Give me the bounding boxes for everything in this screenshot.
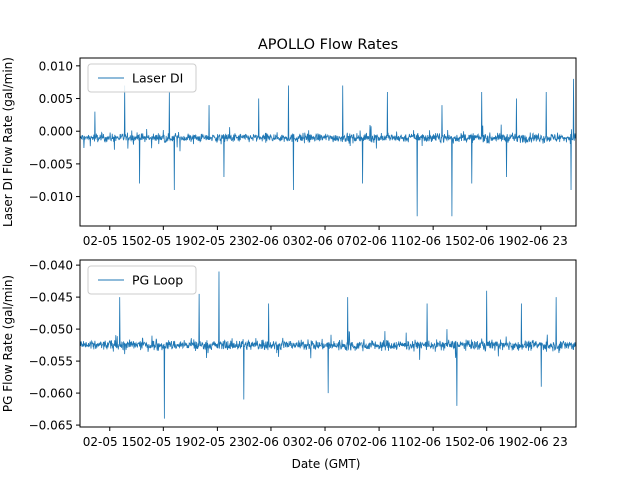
y-axis-label: Laser DI Flow Rate (gal/min) xyxy=(1,57,15,227)
y-tick-label: −0.055 xyxy=(29,355,73,369)
y-tick-label: 0.000 xyxy=(39,125,73,139)
x-tick-label: 02-05 19 xyxy=(136,435,190,449)
y-tick-label: −0.040 xyxy=(29,259,73,273)
x-tick-label: 02-06 07 xyxy=(298,435,352,449)
legend-label: PG Loop xyxy=(132,273,183,288)
x-tick-label: 02-06 11 xyxy=(352,234,406,248)
chart-title: APOLLO Flow Rates xyxy=(258,37,398,53)
y-tick-label: −0.060 xyxy=(29,387,73,401)
x-tick-label: 02-05 19 xyxy=(136,234,190,248)
y-tick-label: −0.065 xyxy=(29,419,73,433)
y-tick-label: −0.045 xyxy=(29,291,73,305)
x-tick-label: 02-06 03 xyxy=(244,435,298,449)
x-tick-label: 02-06 15 xyxy=(406,435,460,449)
x-tick-label: 02-06 11 xyxy=(352,435,406,449)
y-tick-label: −0.005 xyxy=(29,157,73,171)
x-tick-label: 02-05 15 xyxy=(83,435,137,449)
x-tick-label: 02-06 07 xyxy=(298,234,352,248)
y-tick-label: −0.010 xyxy=(29,190,73,204)
x-tick-label: 02-06 15 xyxy=(406,234,460,248)
legend-label: Laser DI xyxy=(132,71,183,86)
axes-frame xyxy=(79,57,577,227)
x-tick-label: 02-06 03 xyxy=(244,234,298,248)
legend-box xyxy=(87,265,197,295)
y-tick-label: −0.050 xyxy=(29,323,73,337)
x-tick-label: 02-06 19 xyxy=(460,435,514,449)
y-axis-label: PG Flow Rate (gal/min) xyxy=(1,275,15,412)
series-line-pg-loop xyxy=(80,271,576,419)
series-line-laser-di xyxy=(80,78,576,217)
axes-frame xyxy=(79,259,577,428)
legend: Laser DI xyxy=(87,63,197,93)
x-axis-label: Date (GMT) xyxy=(292,457,361,471)
y-tick-label: 0.005 xyxy=(39,92,73,106)
x-tick-label: 02-06 19 xyxy=(460,234,514,248)
legend: PG Loop xyxy=(87,265,197,295)
x-tick-label: 02-05 23 xyxy=(190,234,244,248)
x-tick-label: 02-05 23 xyxy=(190,435,244,449)
legend-box xyxy=(87,63,197,93)
x-tick-label: 02-06 23 xyxy=(514,234,568,248)
pg-loop-panel: −0.040 −0.045 −0.050 −0.055 −0.060 −0.065 02-0… xyxy=(1,259,577,449)
y-tick-label: 0.010 xyxy=(39,59,73,73)
x-tick-label: 02-06 23 xyxy=(514,435,568,449)
x-tick-label: 02-05 15 xyxy=(83,234,137,248)
